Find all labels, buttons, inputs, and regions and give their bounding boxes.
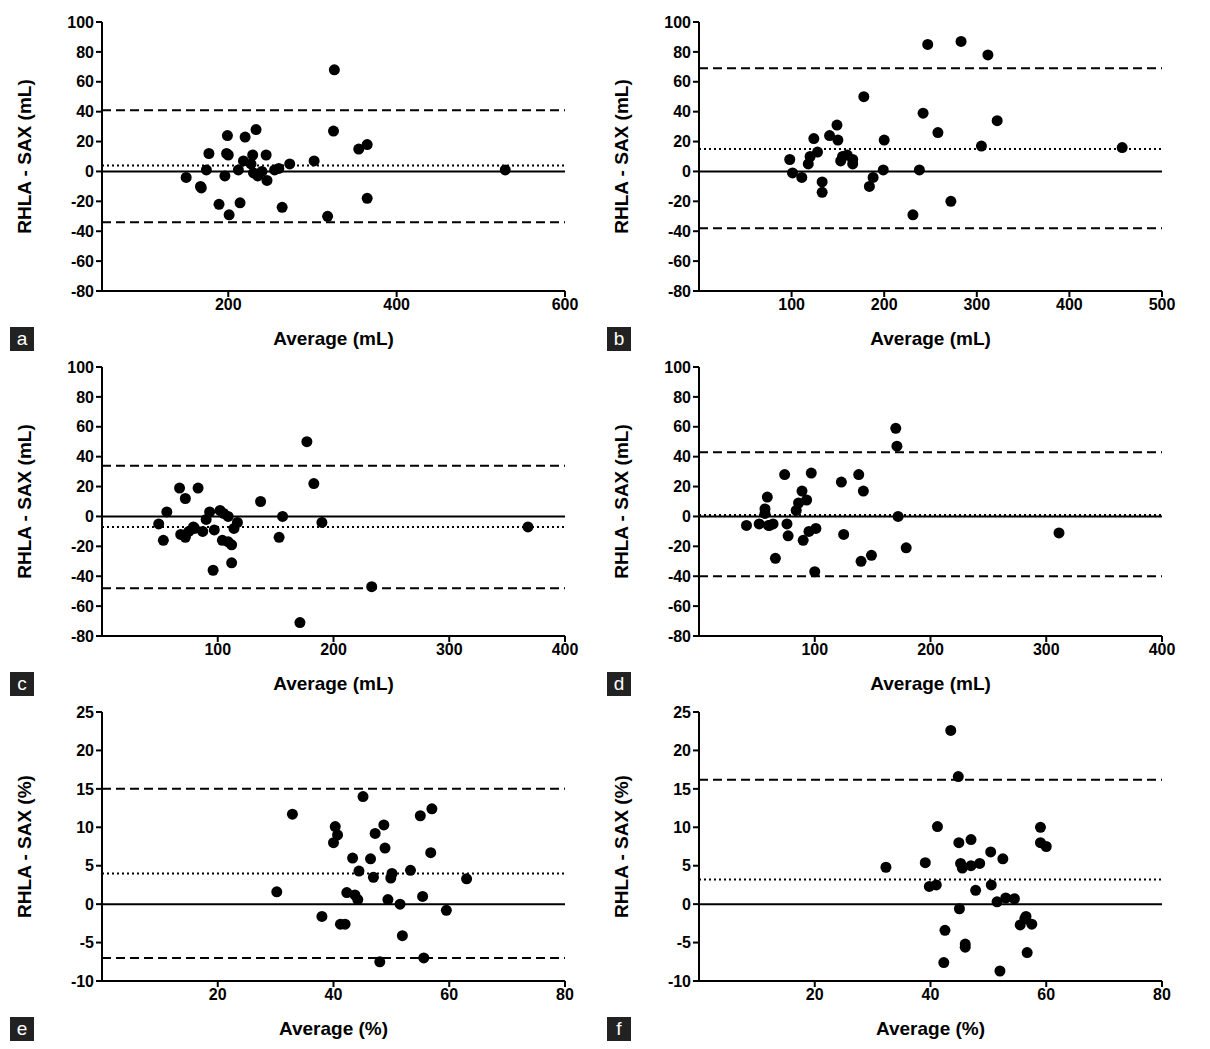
html-text:d: d xyxy=(613,673,625,694)
svg-text:100: 100 xyxy=(801,641,828,658)
svg-text:5: 5 xyxy=(682,857,691,874)
html-text:a: a xyxy=(16,328,28,349)
svg-text:200: 200 xyxy=(320,641,347,658)
svg-text:-40: -40 xyxy=(668,223,691,240)
svg-text:Average (mL): Average (mL) xyxy=(273,673,394,694)
svg-text:100: 100 xyxy=(67,14,94,31)
svg-text:-40: -40 xyxy=(668,568,691,585)
svg-text:-20: -20 xyxy=(668,538,691,555)
svg-text:400: 400 xyxy=(383,296,410,313)
svg-text:-80: -80 xyxy=(71,283,94,300)
svg-text:Average (mL): Average (mL) xyxy=(273,328,394,349)
svg-text:200: 200 xyxy=(917,641,944,658)
svg-text:20: 20 xyxy=(76,742,94,759)
svg-text:-20: -20 xyxy=(668,193,691,210)
svg-text:Average (mL): Average (mL) xyxy=(870,673,991,694)
svg-text:-80: -80 xyxy=(71,628,94,645)
svg-text:400: 400 xyxy=(1056,296,1083,313)
svg-text:300: 300 xyxy=(1033,641,1060,658)
svg-text:0: 0 xyxy=(85,896,94,913)
svg-text:20: 20 xyxy=(76,133,94,150)
svg-text:0: 0 xyxy=(682,896,691,913)
svg-text:100: 100 xyxy=(778,296,805,313)
svg-text:-5: -5 xyxy=(677,934,691,951)
svg-text:60: 60 xyxy=(440,986,458,1003)
svg-text:RHLA - SAX (mL): RHLA - SAX (mL) xyxy=(14,424,35,578)
svg-text:20: 20 xyxy=(209,986,227,1003)
svg-text:40: 40 xyxy=(76,448,94,465)
svg-text:10: 10 xyxy=(673,819,691,836)
svg-text:20: 20 xyxy=(673,742,691,759)
svg-text:400: 400 xyxy=(552,641,579,658)
svg-text:-20: -20 xyxy=(71,193,94,210)
svg-text:60: 60 xyxy=(1037,986,1055,1003)
svg-text:Average (%): Average (%) xyxy=(279,1018,388,1039)
svg-text:80: 80 xyxy=(1153,986,1171,1003)
svg-text:10: 10 xyxy=(76,819,94,836)
svg-text:80: 80 xyxy=(76,389,94,406)
svg-text:-60: -60 xyxy=(71,253,94,270)
svg-text:500: 500 xyxy=(1149,296,1176,313)
svg-text:0: 0 xyxy=(682,508,691,525)
svg-text:200: 200 xyxy=(871,296,898,313)
svg-text:-20: -20 xyxy=(71,538,94,555)
html-text:c: c xyxy=(17,673,27,694)
svg-text:100: 100 xyxy=(664,14,691,31)
svg-text:40: 40 xyxy=(673,103,691,120)
svg-text:RHLA - SAX (mL): RHLA - SAX (mL) xyxy=(611,424,632,578)
html-text:f: f xyxy=(616,1018,622,1039)
svg-text:80: 80 xyxy=(673,389,691,406)
svg-text:200: 200 xyxy=(215,296,242,313)
svg-text:-60: -60 xyxy=(71,598,94,615)
svg-text:RHLA - SAX (mL): RHLA - SAX (mL) xyxy=(611,79,632,233)
svg-text:Average (%): Average (%) xyxy=(876,1018,985,1039)
svg-text:5: 5 xyxy=(85,857,94,874)
svg-text:300: 300 xyxy=(963,296,990,313)
svg-text:100: 100 xyxy=(204,641,231,658)
svg-text:80: 80 xyxy=(76,44,94,61)
svg-text:20: 20 xyxy=(673,478,691,495)
svg-text:60: 60 xyxy=(76,418,94,435)
svg-text:-60: -60 xyxy=(668,598,691,615)
svg-text:0: 0 xyxy=(85,163,94,180)
svg-text:60: 60 xyxy=(76,73,94,90)
svg-text:0: 0 xyxy=(682,163,691,180)
svg-text:40: 40 xyxy=(76,103,94,120)
svg-text:Average (mL): Average (mL) xyxy=(870,328,991,349)
svg-text:20: 20 xyxy=(673,133,691,150)
html-text:b: b xyxy=(613,328,625,349)
svg-text:-40: -40 xyxy=(71,223,94,240)
svg-text:-80: -80 xyxy=(668,283,691,300)
svg-text:15: 15 xyxy=(673,781,691,798)
svg-text:400: 400 xyxy=(1149,641,1176,658)
svg-text:40: 40 xyxy=(325,986,343,1003)
svg-text:25: 25 xyxy=(673,704,691,721)
svg-text:80: 80 xyxy=(673,44,691,61)
svg-text:20: 20 xyxy=(806,986,824,1003)
svg-text:25: 25 xyxy=(76,704,94,721)
svg-text:-40: -40 xyxy=(71,568,94,585)
svg-text:-60: -60 xyxy=(668,253,691,270)
svg-text:15: 15 xyxy=(76,781,94,798)
svg-text:20: 20 xyxy=(76,478,94,495)
svg-text:60: 60 xyxy=(673,418,691,435)
svg-text:-10: -10 xyxy=(71,973,94,990)
html-text:e: e xyxy=(16,1018,28,1039)
svg-text:600: 600 xyxy=(552,296,579,313)
svg-text:-10: -10 xyxy=(668,973,691,990)
svg-text:100: 100 xyxy=(664,359,691,376)
svg-text:-80: -80 xyxy=(668,628,691,645)
svg-text:60: 60 xyxy=(673,73,691,90)
svg-text:40: 40 xyxy=(673,448,691,465)
svg-text:RHLA - SAX (mL): RHLA - SAX (mL) xyxy=(14,79,35,233)
svg-text:40: 40 xyxy=(922,986,940,1003)
svg-text:RHLA - SAX (%): RHLA - SAX (%) xyxy=(611,775,632,918)
svg-text:RHLA - SAX (%): RHLA - SAX (%) xyxy=(14,775,35,918)
svg-text:300: 300 xyxy=(436,641,463,658)
svg-text:-5: -5 xyxy=(80,934,94,951)
svg-text:80: 80 xyxy=(556,986,574,1003)
svg-text:0: 0 xyxy=(85,508,94,525)
svg-text:100: 100 xyxy=(67,359,94,376)
